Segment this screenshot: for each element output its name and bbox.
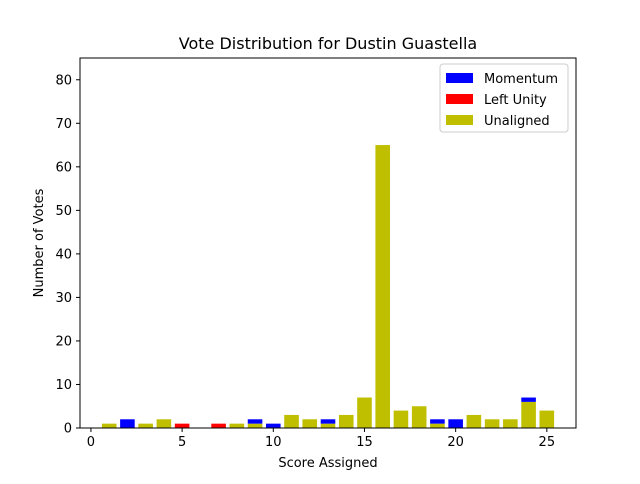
x-tick-label-15: 15 — [356, 435, 373, 450]
legend-swatch-unaligned — [446, 115, 473, 125]
y-tick-label-80: 80 — [55, 73, 72, 88]
x-axis-ticks: 0 5 10 15 20 25 — [87, 428, 555, 450]
legend: Momentum Left Unity Unaligned — [439, 63, 569, 133]
bar-unaligned-23 — [503, 419, 518, 428]
y-axis-label: Number of Votes — [32, 188, 47, 297]
bar-unaligned-18 — [411, 406, 427, 428]
bar-unaligned-3 — [138, 423, 153, 428]
bar-unaligned-24 — [521, 401, 536, 428]
bar-unaligned-9 — [247, 423, 263, 428]
bar-unaligned-1 — [101, 423, 117, 428]
legend-swatch-left-unity — [446, 94, 473, 104]
y-tick-label-0: 0 — [64, 422, 72, 437]
legend-label-left-unity: Left Unity — [484, 93, 547, 108]
bar-unaligned-12 — [302, 419, 318, 428]
bar-left-unity-7 — [211, 423, 226, 428]
legend-swatch-momentum — [446, 73, 473, 83]
bar-momentum-19 — [430, 419, 445, 424]
y-tick-label-20: 20 — [55, 334, 72, 349]
x-tick-label-0: 0 — [87, 435, 95, 450]
plot-frame — [79, 57, 577, 429]
y-tick-label-50: 50 — [55, 204, 72, 219]
legend-label-unaligned: Unaligned — [484, 114, 550, 129]
x-tick-label-20: 20 — [447, 435, 464, 450]
bar-momentum-13 — [320, 419, 336, 424]
bar-unaligned-22 — [484, 419, 500, 428]
bar-unaligned-21 — [466, 414, 482, 428]
bar-left-unity-5 — [174, 423, 190, 428]
bar-unaligned-8 — [229, 423, 245, 428]
bar-unaligned-16 — [375, 145, 390, 428]
y-axis-ticks: 0 10 20 30 40 50 60 70 80 — [55, 73, 80, 437]
bar-unaligned-19 — [430, 423, 445, 428]
y-tick-label-70: 70 — [55, 117, 72, 132]
y-tick-label-30: 30 — [55, 291, 72, 306]
bar-momentum-10 — [266, 423, 281, 428]
x-tick-label-25: 25 — [539, 435, 556, 450]
bar-unaligned-25 — [539, 410, 555, 428]
legend-label-momentum: Momentum — [484, 72, 558, 87]
chart-title: Vote Distribution for Dustin Guastella — [179, 34, 477, 53]
bar-unaligned-11 — [284, 414, 299, 428]
y-tick-label-40: 40 — [55, 247, 72, 262]
x-tick-label-5: 5 — [178, 435, 186, 450]
bar-momentum-24 — [521, 397, 536, 402]
y-tick-label-10: 10 — [55, 378, 72, 393]
bar-unaligned-13 — [320, 423, 336, 428]
x-tick-label-10: 10 — [265, 435, 282, 450]
y-tick-label-60: 60 — [55, 160, 72, 175]
bar-momentum-9 — [247, 419, 263, 424]
bars-layer — [101, 145, 555, 428]
bar-unaligned-4 — [156, 419, 172, 428]
bar-unaligned-15 — [357, 397, 372, 428]
bar-unaligned-14 — [338, 414, 354, 428]
bar-momentum-2 — [120, 419, 135, 428]
x-axis-label: Score Assigned — [278, 456, 377, 471]
bar-momentum-20 — [448, 419, 463, 428]
bar-unaligned-17 — [393, 410, 409, 428]
